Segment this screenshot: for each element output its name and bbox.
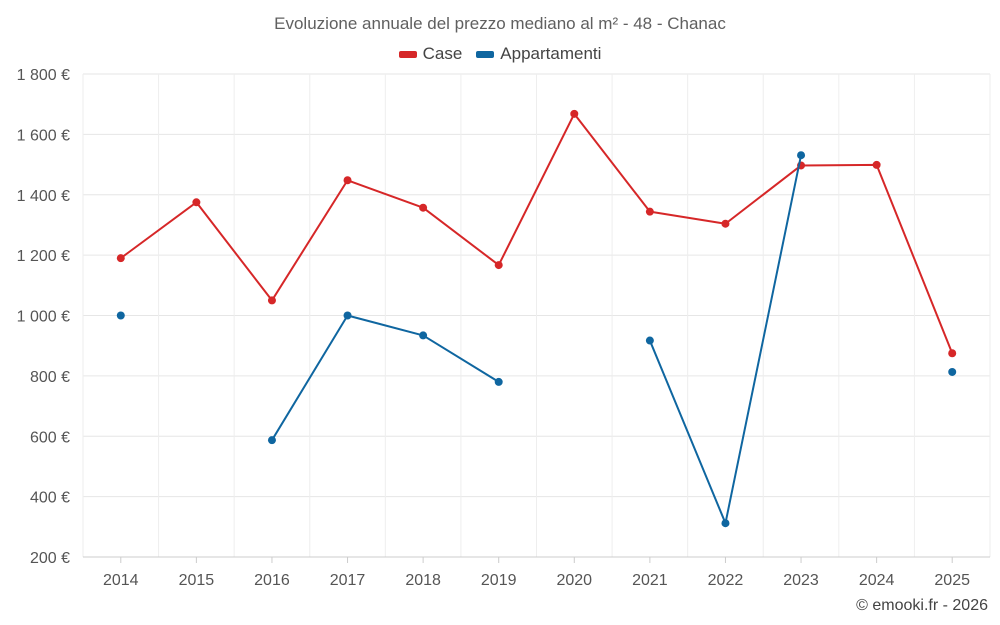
data-point-appartamenti — [948, 367, 957, 376]
y-axis: 200 € 400 € 600 € 800 € 1 000 € 1 200 € 1 400 … — [17, 67, 70, 567]
y-tick-label: 400 € — [30, 490, 70, 507]
data-point-case — [570, 109, 579, 118]
data-point-appartamenti — [721, 519, 730, 528]
y-tick-label: 1 200 € — [17, 248, 70, 265]
x-tick-label: 2021 — [632, 572, 668, 589]
grid — [82, 73, 991, 557]
data-point-case — [494, 261, 503, 270]
data-point-case — [192, 198, 201, 207]
x-tick-label: 2019 — [481, 572, 517, 589]
y-tick-label: 1 800 € — [17, 67, 70, 84]
y-tick-label: 800 € — [30, 369, 70, 386]
series-line-appartamenti — [271, 314, 500, 441]
x-tick-label: 2022 — [708, 572, 744, 589]
x-tick-label: 2018 — [405, 572, 441, 589]
chart-title: Evoluzione annuale del prezzo mediano al… — [274, 14, 726, 33]
data-point-appartamenti — [645, 336, 654, 345]
data-point-appartamenti — [419, 331, 428, 340]
data-point-case — [419, 203, 428, 212]
legend-label-appartamenti: Appartamenti — [500, 44, 602, 63]
legend-item-appartamenti[interactable]: Appartamenti — [476, 44, 601, 64]
legend-swatch-case — [398, 50, 417, 58]
y-tick-label: 1 400 € — [17, 188, 70, 205]
y-tick-label: 200 € — [30, 550, 70, 567]
series-line-appartamenti — [648, 155, 803, 525]
x-tick-label: 2023 — [783, 572, 819, 589]
legend-item-case[interactable]: Case — [398, 44, 463, 64]
data-point-case — [721, 219, 730, 228]
x-tick-label: 2024 — [859, 572, 895, 589]
data-point-case — [343, 176, 352, 185]
x-tick-label: 2014 — [103, 572, 139, 589]
credit-text: © emooki.fr - 2026 — [856, 597, 988, 614]
data-point-appartamenti — [343, 311, 352, 320]
data-point-appartamenti — [494, 377, 503, 386]
data-point-case — [267, 296, 276, 305]
x-tick-label: 2020 — [556, 572, 592, 589]
x-tick-label: 2015 — [179, 572, 215, 589]
data-point-case — [116, 254, 125, 263]
data-point-appartamenti — [116, 311, 125, 320]
series-line-case — [120, 112, 954, 354]
legend-swatch-appartamenti — [476, 50, 495, 58]
x-tick-label: 2016 — [254, 572, 290, 589]
series-layer — [116, 109, 957, 528]
series-appartamenti — [116, 151, 957, 528]
y-tick-label: 1 000 € — [17, 309, 70, 326]
y-tick-label: 1 600 € — [17, 127, 70, 144]
data-point-case — [645, 207, 654, 216]
legend-label-case: Case — [422, 44, 463, 63]
x-tick-label: 2025 — [934, 572, 970, 589]
data-point-appartamenti — [267, 436, 276, 445]
data-point-case — [948, 349, 957, 358]
data-point-appartamenti — [797, 151, 806, 160]
legend: Case Appartamenti — [0, 44, 1000, 64]
y-tick-label: 600 € — [30, 429, 70, 446]
data-point-case — [872, 160, 881, 169]
x-tick-label: 2017 — [330, 572, 366, 589]
x-axis: 2014 2015 2016 2017 2018 2019 2020 2021 2022 2023… — [83, 556, 990, 589]
